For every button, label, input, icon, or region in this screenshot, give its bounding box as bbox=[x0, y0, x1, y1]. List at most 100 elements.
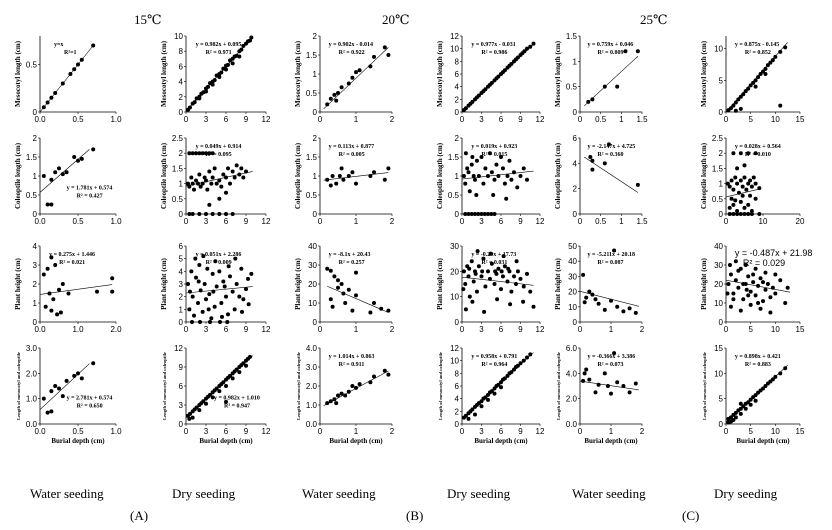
y-tick-label: 4 bbox=[179, 78, 184, 87]
data-point bbox=[761, 280, 765, 285]
x-tick-label: 0.0 bbox=[34, 427, 46, 436]
data-point bbox=[386, 372, 391, 377]
x-tick-label: 1.0 bbox=[110, 427, 122, 436]
data-point bbox=[525, 355, 529, 360]
r-squared-label: R² = 0.095 bbox=[206, 152, 232, 158]
data-point bbox=[192, 100, 197, 105]
data-point bbox=[241, 297, 246, 302]
data-point bbox=[473, 177, 477, 182]
data-point bbox=[736, 190, 741, 195]
y-tick-label: 10 bbox=[450, 357, 459, 366]
data-point bbox=[110, 289, 115, 294]
data-point bbox=[470, 299, 475, 304]
trend-line bbox=[323, 47, 389, 110]
data-point bbox=[488, 251, 493, 256]
data-point bbox=[489, 261, 494, 266]
x-tick-label: 9 bbox=[518, 115, 523, 124]
data-point bbox=[41, 105, 46, 110]
data-point bbox=[224, 67, 228, 72]
data-point bbox=[487, 151, 492, 156]
data-point bbox=[213, 259, 218, 264]
x-tick-label: 0 bbox=[578, 115, 583, 124]
data-point bbox=[748, 302, 753, 307]
data-point bbox=[736, 268, 741, 273]
data-point bbox=[234, 163, 239, 168]
x-tick-label: 9 bbox=[244, 217, 249, 226]
data-point bbox=[609, 391, 613, 396]
data-point bbox=[753, 151, 758, 156]
data-point bbox=[346, 81, 351, 86]
regression-equation: y = -0.366x + 3.386 bbox=[587, 354, 635, 360]
x-tick-label: 1 bbox=[609, 427, 614, 436]
regression-equation: y=x bbox=[54, 42, 63, 48]
trend-line bbox=[579, 291, 639, 307]
data-point bbox=[43, 304, 48, 309]
data-point bbox=[481, 256, 486, 261]
data-point bbox=[190, 151, 195, 156]
data-point bbox=[334, 181, 339, 186]
data-point bbox=[507, 158, 512, 163]
data-point bbox=[204, 89, 208, 94]
x-tick-label: 1.0 bbox=[110, 217, 122, 226]
data-point bbox=[212, 304, 217, 309]
data-point bbox=[476, 93, 481, 98]
x-tick-label: 1 bbox=[619, 217, 624, 226]
y-tick-label: 2 bbox=[313, 134, 318, 143]
regression-equation: y = 0.982x + 1.010 bbox=[214, 396, 260, 402]
data-point bbox=[731, 212, 736, 216]
data-point bbox=[473, 412, 477, 417]
data-point bbox=[502, 264, 507, 269]
data-point bbox=[220, 314, 224, 319]
regression-equation: y = 0.759x + 0.046 bbox=[587, 42, 633, 48]
x-axis-label: Burial depth (cm) bbox=[51, 437, 105, 445]
data-point bbox=[590, 167, 595, 172]
data-point bbox=[379, 306, 384, 311]
chart-r2c5: 0 0.5 1 1.5 0 2 4 6 Coleoptile length (cm) y = -2… bbox=[554, 134, 648, 226]
x-tick-label: 0 bbox=[184, 427, 189, 436]
data-point bbox=[746, 400, 751, 405]
data-point bbox=[237, 370, 242, 375]
data-point bbox=[354, 70, 358, 75]
data-point bbox=[738, 308, 743, 313]
data-point bbox=[66, 291, 71, 296]
y-tick-label: 8 bbox=[179, 47, 184, 56]
data-point bbox=[232, 307, 237, 312]
data-point bbox=[49, 255, 54, 260]
regression-equation: y = -2.147x + 4.725 bbox=[587, 144, 635, 150]
data-point bbox=[602, 84, 607, 89]
data-point bbox=[226, 62, 230, 67]
data-point bbox=[192, 313, 196, 318]
data-point bbox=[230, 61, 235, 66]
data-point bbox=[751, 80, 756, 85]
data-point bbox=[190, 294, 195, 299]
y-tick-label: 3.0 bbox=[26, 344, 38, 353]
data-point bbox=[615, 304, 620, 309]
data-point bbox=[740, 193, 745, 198]
data-point bbox=[725, 181, 730, 186]
x-tick-label: 3 bbox=[204, 115, 209, 124]
data-point bbox=[742, 175, 747, 180]
chart-r2c3: 0 1 2 0 0.5 1 1.5 2 Coleoptile length (cm) y = 0.… bbox=[294, 134, 395, 226]
y-tick-label: 0 bbox=[313, 108, 318, 117]
data-point bbox=[196, 301, 200, 305]
data-point bbox=[474, 193, 479, 197]
x-tick-label: 12 bbox=[262, 115, 271, 124]
data-point bbox=[528, 352, 533, 357]
data-point bbox=[500, 274, 505, 279]
data-point bbox=[246, 302, 251, 307]
data-point bbox=[354, 270, 358, 275]
data-point bbox=[343, 393, 348, 398]
data-point bbox=[521, 358, 526, 363]
data-point bbox=[738, 178, 743, 183]
data-point bbox=[466, 416, 471, 421]
data-point bbox=[207, 151, 212, 156]
data-point bbox=[496, 382, 501, 387]
x-tick-label: 12 bbox=[262, 217, 271, 226]
data-point bbox=[244, 363, 248, 368]
data-point bbox=[731, 202, 736, 207]
data-point bbox=[501, 254, 506, 259]
data-point bbox=[596, 301, 601, 306]
condition-label-water-a: Water seeding bbox=[30, 486, 104, 501]
x-tick-label: 0 bbox=[460, 115, 465, 124]
